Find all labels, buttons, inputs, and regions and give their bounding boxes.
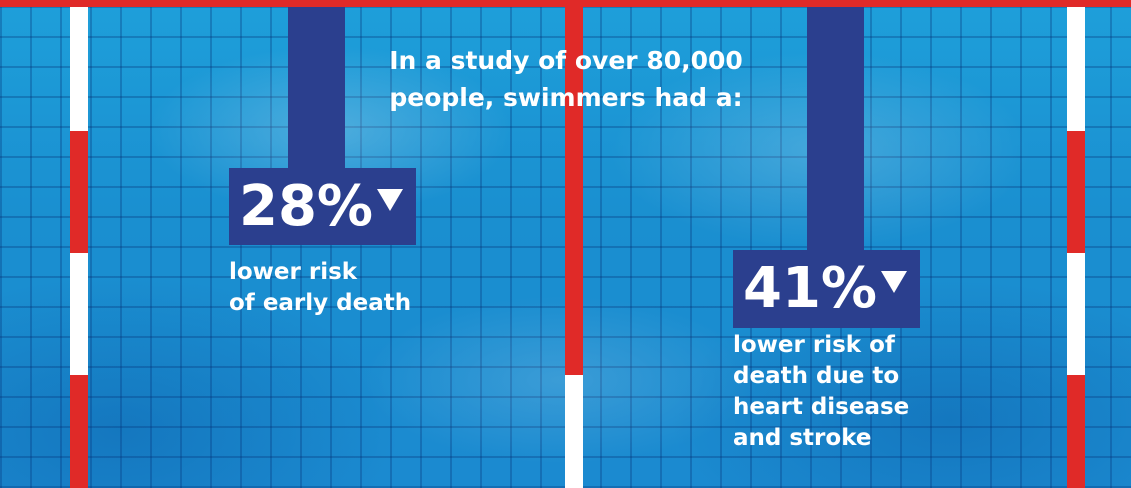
stat-value: 41% — [743, 256, 878, 321]
stat-value-box: 28% — [229, 168, 416, 245]
stat-caption-line: of early death — [229, 290, 412, 316]
lane-rope — [565, 7, 583, 488]
headline: In a study of over 80,000 people, swimme… — [300, 42, 832, 116]
stat-value-box: 41% — [733, 250, 920, 328]
headline-line-1: In a study of over 80,000 — [389, 46, 743, 75]
stat-caption-line: death due to — [733, 363, 900, 389]
lane-rope — [1067, 7, 1085, 488]
stat-caption-line: lower risk of — [733, 332, 895, 358]
stat-caption: lower risk of early death — [229, 257, 489, 319]
stat-connector — [288, 7, 345, 169]
lane-rope — [70, 7, 88, 488]
stat-caption-line: lower risk — [229, 259, 358, 285]
stat-caption-line: and stroke — [733, 425, 872, 451]
top-red-bar — [0, 0, 1131, 7]
down-triangle-icon — [377, 188, 404, 211]
stat-caption-line: heart disease — [733, 394, 910, 420]
stat-caption: lower risk of death due to heart disease… — [733, 330, 993, 454]
down-triangle-icon — [881, 271, 908, 293]
stat-value: 28% — [239, 173, 374, 239]
headline-line-2: people, swimmers had a: — [389, 83, 743, 112]
stat-connector — [807, 7, 864, 251]
